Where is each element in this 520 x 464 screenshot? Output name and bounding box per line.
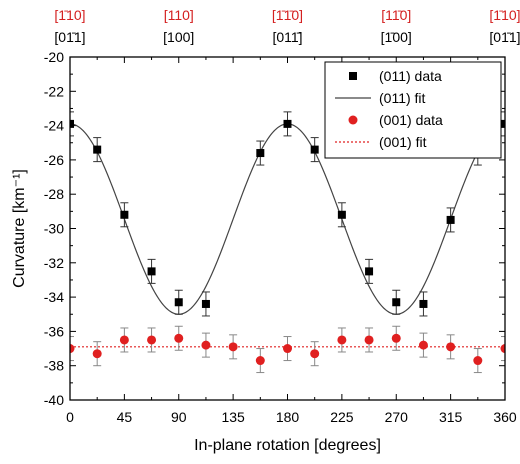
data-point-011 bbox=[310, 145, 319, 154]
direction-label-black: [011̄] bbox=[272, 29, 302, 45]
y-axis-title: Curvature [km⁻¹] bbox=[11, 169, 28, 288]
y-tick-label: -30 bbox=[44, 221, 64, 237]
data-point-001 bbox=[337, 335, 347, 345]
top-axis-labels: [1̄10] [01̄1] [110] [100] [1̄1̄0] [011̄] [11̄0… bbox=[54, 7, 520, 45]
direction-label-red: [1̄1̄0] bbox=[272, 7, 303, 23]
data-point-001 bbox=[70, 344, 75, 354]
x-tick-label: 45 bbox=[117, 409, 133, 425]
y-tick-label: -26 bbox=[44, 152, 64, 168]
data-point-011 bbox=[174, 298, 183, 307]
x-axis-title: In-plane rotation [degrees] bbox=[194, 437, 381, 454]
data-point-011 bbox=[419, 299, 428, 308]
plot-content bbox=[70, 111, 505, 374]
data-point-001 bbox=[283, 344, 292, 354]
data-point-011 bbox=[256, 149, 265, 158]
x-tick-label: 90 bbox=[171, 409, 187, 425]
y-tick-label: -20 bbox=[44, 49, 64, 65]
data-point-011 bbox=[392, 298, 401, 307]
legend-label: (001) data bbox=[379, 112, 443, 128]
x-tick-label: 180 bbox=[276, 409, 300, 425]
data-point-001 bbox=[228, 342, 238, 352]
y-tick-label: -32 bbox=[44, 255, 64, 271]
data-point-011 bbox=[93, 145, 102, 154]
data-point-011 bbox=[147, 267, 156, 276]
data-point-001 bbox=[255, 356, 265, 366]
data-point-011 bbox=[337, 210, 346, 219]
data-point-011 bbox=[283, 119, 292, 128]
data-point-001 bbox=[391, 333, 401, 343]
legend-marker-square bbox=[349, 72, 357, 80]
data-point-011 bbox=[365, 267, 374, 276]
data-point-011 bbox=[501, 119, 505, 128]
x-tick-label: 315 bbox=[439, 409, 463, 425]
plot-area bbox=[70, 111, 505, 374]
y-tick-label: -22 bbox=[44, 83, 64, 99]
direction-label-black: [1̄00] bbox=[381, 29, 412, 45]
tick-labels: 0 45 90 135 180 225 270 315 360 -20 -22 -24 -26 -28 -3… bbox=[44, 49, 517, 425]
legend-marker-circle bbox=[348, 115, 358, 125]
data-point-001 bbox=[418, 340, 428, 350]
direction-label-black: [100] bbox=[163, 29, 194, 45]
x-tick-label: 270 bbox=[385, 409, 409, 425]
x-tick-label: 0 bbox=[66, 409, 74, 425]
direction-label-red: [110] bbox=[164, 7, 194, 23]
y-tick-label: -34 bbox=[44, 289, 64, 305]
legend-label: (011) data bbox=[379, 68, 442, 84]
y-tick-label: -28 bbox=[44, 186, 64, 202]
data-point-001 bbox=[473, 356, 483, 366]
y-tick-label: -24 bbox=[44, 118, 64, 134]
data-point-001 bbox=[119, 335, 129, 345]
data-point-001 bbox=[147, 335, 157, 345]
direction-label-red: [1̄10] bbox=[489, 7, 520, 23]
x-tick-label: 225 bbox=[330, 409, 354, 425]
legend-label: (001) fit bbox=[379, 134, 427, 150]
data-point-011 bbox=[446, 215, 455, 224]
data-point-011 bbox=[120, 210, 129, 219]
direction-label-red: [1̄10] bbox=[54, 7, 85, 23]
direction-label-black: [01̄1] bbox=[489, 29, 520, 45]
plot-frame bbox=[69, 56, 506, 401]
y-tick-label: -38 bbox=[44, 358, 64, 374]
data-point-001 bbox=[92, 349, 102, 359]
data-point-001 bbox=[310, 349, 320, 359]
x-tick-label: 360 bbox=[493, 409, 517, 425]
legend: (011) data (011) fit (001) data (001) fit bbox=[324, 61, 502, 159]
x-tick-label: 135 bbox=[221, 409, 245, 425]
y-tick-label: -40 bbox=[44, 392, 64, 408]
data-point-001 bbox=[446, 342, 456, 352]
data-point-001 bbox=[201, 340, 211, 350]
data-point-001 bbox=[364, 335, 374, 345]
data-point-011 bbox=[70, 119, 74, 128]
data-point-011 bbox=[201, 299, 210, 308]
direction-label-black: [01̄1] bbox=[54, 29, 85, 45]
data-point-001 bbox=[500, 344, 505, 354]
legend-label: (011) fit bbox=[379, 90, 426, 106]
y-tick-label: -36 bbox=[44, 323, 64, 339]
direction-label-red: [11̄0] bbox=[381, 7, 411, 23]
data-point-001 bbox=[174, 333, 184, 343]
